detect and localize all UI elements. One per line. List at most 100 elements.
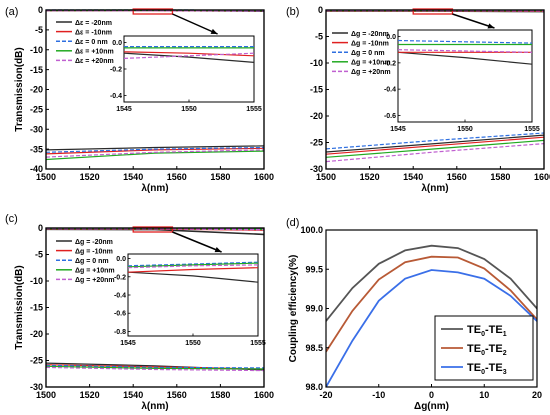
zoom-region-marker (132, 226, 174, 233)
inset-y-tick-label: -0.6 (114, 311, 126, 318)
y-tick-label: -15 (30, 303, 43, 313)
legend-text-part: 1 (503, 331, 507, 338)
series-bottom-line (45, 149, 265, 158)
legend-text-part: 0 (481, 331, 485, 338)
plot-area (325, 9, 545, 170)
legend-text-part: TE (467, 324, 481, 336)
legend-entry: Δε = +20nm (75, 58, 114, 65)
panel-c: (c) Transmission(dB) λ(nm) 1500 1520 1540 1560… (5, 213, 274, 412)
series-line (326, 244, 537, 322)
y-tick-label: -20 (310, 111, 323, 121)
series-bottom-line (325, 134, 545, 153)
x-tick-label: -20 (319, 390, 332, 400)
inset-y-tick-label: -0.6 (384, 113, 396, 120)
x-tick-label: 1520 (80, 172, 100, 182)
legend-text-part: 0 (481, 369, 485, 376)
y-tick-label: 0 (38, 5, 43, 15)
y-tick-label: -25 (30, 356, 43, 366)
inset-y-tick-label: -0.2 (384, 60, 396, 67)
legend-text-part: TE (467, 362, 481, 374)
inset-y-tick-label: 0.0 (386, 34, 396, 41)
inset-series-line (127, 271, 259, 283)
zoom-region-marker (412, 8, 454, 15)
series-bottom-line (45, 365, 265, 370)
inset-series-line (397, 39, 533, 44)
series-line (326, 255, 537, 353)
legend-text-part: -TE (485, 343, 503, 355)
zoom-region-marker (132, 8, 174, 15)
inset-series-line (123, 52, 255, 63)
y-tick-label: -5 (35, 250, 43, 260)
inset-y-tick-label: -0.4 (114, 293, 126, 300)
y-tick-label: 98.0 (305, 382, 323, 392)
inset-series-line (127, 262, 259, 268)
zoom-arrow-head (487, 23, 495, 29)
series-bottom-line (45, 150, 265, 161)
series-bottom-line (325, 136, 545, 155)
series-group (326, 244, 537, 387)
x-tick-label: 1600 (254, 172, 274, 182)
inset-y-tick-label: 0.0 (112, 40, 122, 47)
inset-series-line (123, 51, 255, 57)
y-tick-label: -30 (30, 124, 43, 134)
panel-d: (d)Coupling efficiency(%)Δg(nm)-20 -10 0 10… (286, 217, 542, 412)
inset-y-tick-label: -0.2 (114, 274, 126, 281)
inset-series-line (127, 264, 259, 269)
y-tick-label: -25 (30, 105, 43, 115)
x-tick-label: 1600 (534, 172, 550, 182)
series-bottom-line (325, 139, 545, 158)
zoom-arrow (172, 231, 222, 253)
legend-entry: TE0-TE3 (467, 362, 507, 376)
x-tick-label: 1580 (210, 172, 230, 182)
y-tick-label: -10 (30, 276, 43, 286)
legend-entry: Δg = +20nm (351, 69, 391, 76)
inset-y-tick-label: -0.2 (110, 67, 122, 74)
inset-x-tick-label: 1550 (181, 106, 197, 113)
legend-text-part: 2 (503, 350, 507, 357)
y-tick-label: -5 (315, 32, 323, 42)
legend-entry: Δg = +20nm (75, 277, 115, 284)
legend-entry: Δε = -10nm (75, 29, 112, 36)
inset-frame (397, 29, 533, 123)
y-tick-label: -25 (310, 138, 323, 148)
x-tick-label: 20 (532, 390, 542, 400)
inset-x-tick-label: 1555 (246, 106, 262, 113)
y-tick-label: 98.5 (305, 343, 323, 353)
panel-label: (d) (286, 217, 299, 229)
inset: 1545 1550 1555 0.0 -0.2 -0.4 -0.6 (384, 29, 540, 133)
x-tick-label: 1500 (36, 390, 56, 400)
legend-text-part: TE (467, 343, 481, 355)
y-tick-label: 99.5 (305, 264, 323, 274)
y-tick-label: 0 (38, 223, 43, 233)
y-tick-label: -15 (310, 85, 323, 95)
x-tick-label: 1540 (123, 172, 143, 182)
series-bottom-line (45, 147, 265, 155)
y-tick-label: 0 (318, 5, 323, 15)
inset-x-tick-label: 1545 (120, 340, 136, 347)
inset-x-tick-label: 1545 (116, 106, 132, 113)
series-bottom-line (45, 364, 265, 369)
legend-entry: TE0-TE1 (467, 324, 507, 338)
zoom-arrow-head (210, 28, 218, 34)
legend-text-part: 0 (481, 350, 485, 357)
y-tick-label: -5 (35, 25, 43, 35)
series-bottom-line (45, 145, 265, 151)
legend-entry: Δg = -20nm (75, 239, 113, 246)
legend-text-part: -TE (485, 324, 503, 336)
y-tick-label: -20 (30, 329, 43, 339)
x-tick-label: 1560 (447, 172, 467, 182)
x-axis-label: λ(nm) (421, 183, 448, 194)
y-tick-label: 99.0 (305, 304, 323, 314)
inset-series-line (123, 52, 255, 59)
legend-entry: Δg = 0 nm (75, 258, 109, 265)
inset-x-tick-label: 1550 (185, 340, 201, 347)
panel-b: (b) λ(nm) 1500 1520 1540 1560 1580 1600 0 -5 -10 -1… (286, 5, 550, 194)
x-tick-label: 1580 (210, 390, 230, 400)
x-axis-label: λ(nm) (141, 401, 168, 412)
inset-x-tick-label: 1555 (250, 340, 266, 347)
y-tick-label: -20 (30, 85, 43, 95)
inset-x-tick-label: 1545 (390, 126, 406, 133)
inset-series-line (397, 51, 533, 65)
y-tick-label: -35 (30, 144, 43, 154)
